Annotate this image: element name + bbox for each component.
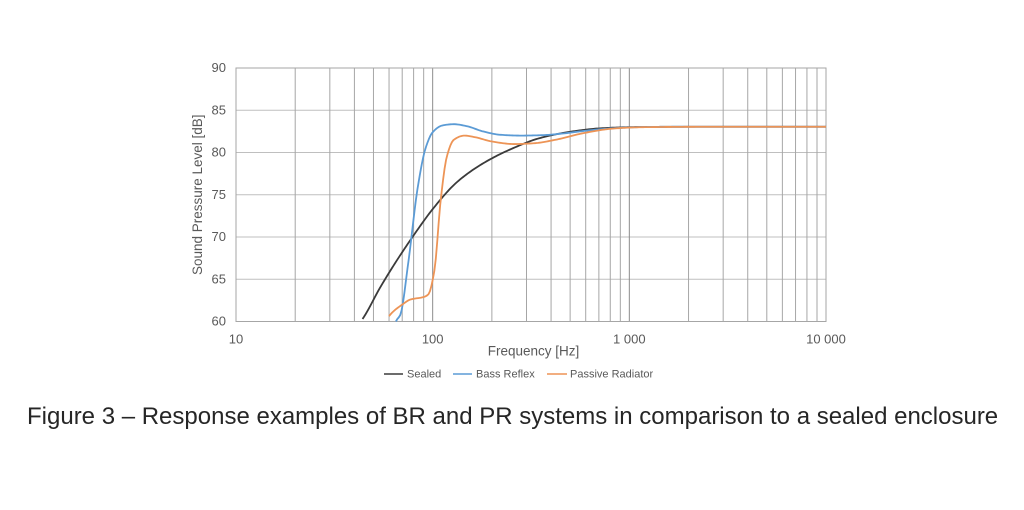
- svg-text:75: 75: [212, 187, 226, 202]
- svg-text:70: 70: [212, 229, 226, 244]
- svg-text:Bass Reflex: Bass Reflex: [476, 369, 535, 381]
- svg-text:85: 85: [212, 102, 226, 117]
- svg-text:Sealed: Sealed: [407, 369, 441, 381]
- svg-text:100: 100: [422, 332, 444, 347]
- svg-text:Passive Radiator: Passive Radiator: [570, 369, 653, 381]
- svg-text:60: 60: [212, 314, 226, 329]
- svg-text:10 000: 10 000: [806, 332, 846, 347]
- svg-text:Frequency [Hz]: Frequency [Hz]: [488, 344, 580, 359]
- svg-text:90: 90: [212, 60, 226, 75]
- svg-text:1 000: 1 000: [613, 332, 646, 347]
- svg-text:Sound Pressure Level [dB]: Sound Pressure Level [dB]: [190, 114, 205, 275]
- svg-text:10: 10: [229, 332, 243, 347]
- svg-text:80: 80: [212, 145, 226, 160]
- svg-text:65: 65: [212, 271, 226, 286]
